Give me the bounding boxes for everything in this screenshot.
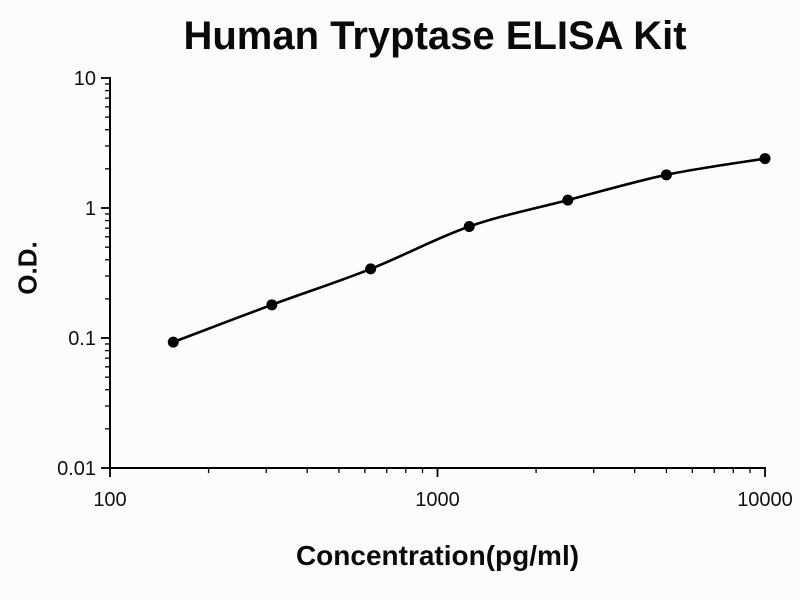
data-point-marker	[463, 221, 475, 233]
data-point-marker	[167, 336, 179, 348]
axis-minor-ticks	[105, 83, 751, 473]
x-axis-label: Concentration(pg/ml)	[295, 540, 580, 571]
data-point-marker	[759, 153, 771, 165]
x-tick-label: 10000	[737, 489, 793, 511]
y-tick-label: 10	[74, 68, 96, 90]
standard-curve-line	[171, 157, 767, 344]
curve-path	[171, 157, 767, 344]
data-point-marker	[660, 169, 672, 181]
data-point-marker	[365, 263, 377, 275]
x-tick-label: 1000	[415, 489, 460, 511]
y-tick-label: 0.1	[68, 328, 96, 350]
data-point-marker	[266, 299, 278, 311]
chart-title: Human Tryptase ELISA Kit	[183, 14, 687, 58]
axis-tick-labels: 100 1000 10000 10 1 0.1 0.01	[57, 68, 793, 511]
data-point-markers	[167, 153, 771, 348]
y-tick-label: 0.01	[57, 458, 96, 480]
axes	[109, 77, 766, 469]
axis-major-ticks	[101, 77, 766, 477]
data-point-marker	[562, 194, 574, 206]
x-tick-label: 100	[93, 489, 126, 511]
y-tick-label: 1	[85, 198, 96, 220]
